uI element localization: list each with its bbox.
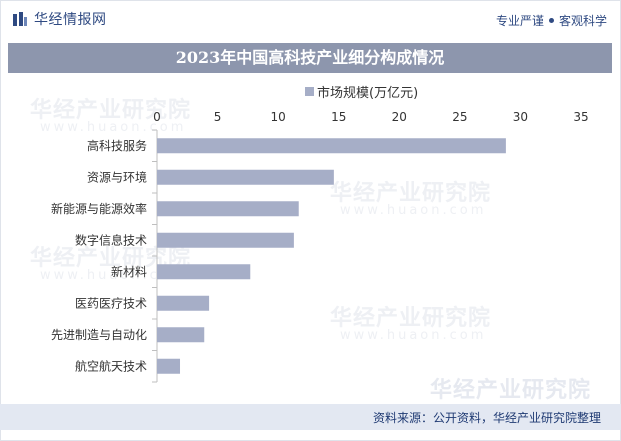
source-note: 资料来源：公开资料，华经产业研究院整理 [372,411,601,425]
legend-swatch [305,87,314,96]
bar [157,295,210,311]
x-tick-label: 10 [271,110,286,124]
category-label: 新能源与能源效率 [51,201,147,216]
x-tick-label: 20 [392,110,407,124]
tagline-left: 专业严谨 [495,14,544,28]
category-label: 资源与环境 [87,169,147,184]
category-label: 新材料 [111,264,147,279]
bar [157,138,506,154]
category-label: 先进制造与自动化 [51,328,147,342]
bar [157,201,299,217]
header: 华经情报网 专业严谨 客观科学 [0,0,621,38]
bar [157,264,251,280]
x-tick-label: 25 [452,110,467,124]
x-tick-label: 5 [214,110,222,124]
title-bar: 2023年中国高科技产业细分构成情况 [8,43,612,73]
tagline-dot-icon [548,18,554,23]
x-tick-label: 30 [513,110,528,124]
category-label: 数字信息技术 [75,232,147,247]
legend-label: 市场规模(万亿元) [317,85,418,101]
bar [157,169,334,185]
x-tick-label: 35 [573,110,588,124]
tagline-right: 客观科学 [558,14,607,28]
bar [157,232,294,248]
logo-icon [13,12,27,26]
category-label: 医药医疗技术 [75,296,147,310]
brand[interactable]: 华经情报网 [12,10,107,28]
bar [157,358,181,374]
bar [157,327,205,343]
x-tick-label: 15 [331,110,346,124]
tagline: 专业严谨 客观科学 [496,12,607,29]
category-label: 高科技服务 [87,138,147,153]
chart-title: 2023年中国高科技产业细分构成情况 [175,48,445,67]
brand-name: 华经情报网 [34,12,107,28]
footer-bar [0,404,621,430]
category-label: 航空航天技术 [75,358,147,373]
x-tick-label: 0 [153,110,161,124]
